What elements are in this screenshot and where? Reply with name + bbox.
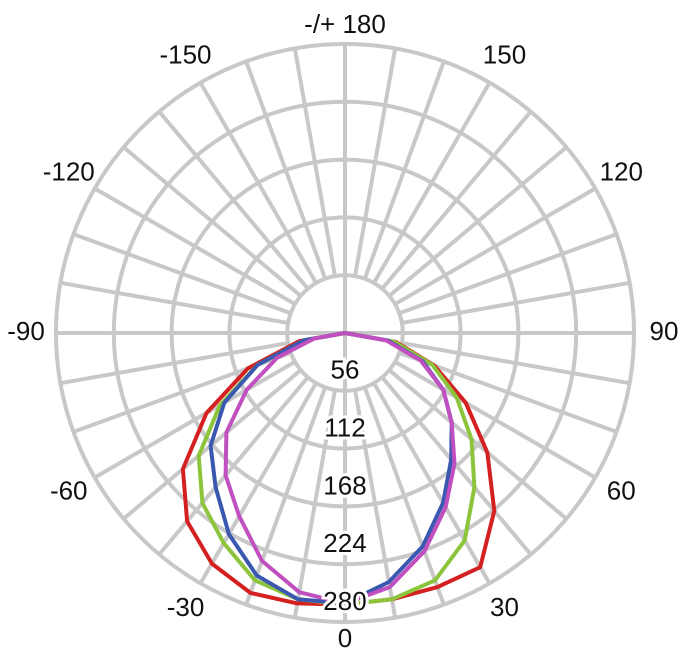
angle-tick-label: -60 — [50, 475, 88, 505]
angle-tick-label: -30 — [167, 592, 205, 622]
angle-tick-label: 120 — [600, 156, 643, 186]
angle-tick-label: -/+ 180 — [304, 9, 386, 39]
r-tick-label: 280 — [323, 586, 366, 616]
angle-tick-label: -120 — [43, 156, 95, 186]
angle-tick-label: 150 — [483, 40, 526, 70]
angle-tick-label: -90 — [7, 316, 45, 346]
angle-tick-label: 90 — [650, 316, 679, 346]
angle-tick-label: 30 — [490, 592, 519, 622]
r-tick-label: 112 — [324, 412, 365, 442]
angle-tick-label: -150 — [159, 40, 211, 70]
angle-tick-label: 60 — [607, 475, 636, 505]
r-tick-label: 168 — [323, 470, 366, 500]
r-tick-label: 56 — [331, 355, 360, 385]
angle-tick-label: 0 — [338, 623, 352, 651]
r-tick-label: 224 — [323, 528, 366, 558]
series-line — [223, 331, 457, 606]
